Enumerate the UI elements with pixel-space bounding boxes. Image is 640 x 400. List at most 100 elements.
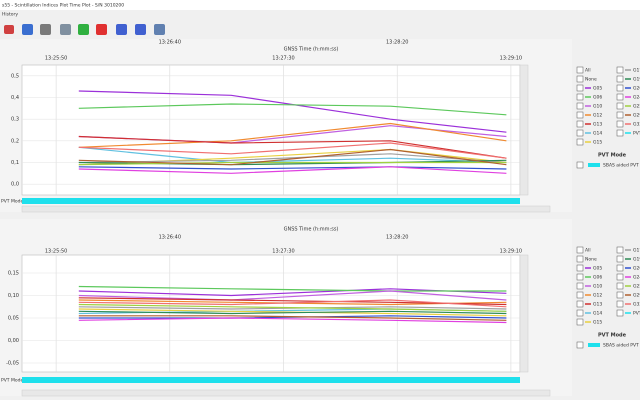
series-line	[78, 315, 507, 321]
pvt-mode-title: PVT Mode	[598, 333, 627, 339]
x-tick-label: 13:26:40	[159, 235, 181, 241]
series-line	[78, 161, 507, 166]
x-tick-label: 13:28:20	[386, 40, 408, 46]
pvt-swatch	[588, 163, 600, 167]
legend-label: G10	[593, 284, 602, 290]
title-bar	[0, 0, 640, 10]
legend-checkbox[interactable]	[576, 282, 584, 290]
legend-checkbox[interactable]	[576, 84, 584, 92]
pvt-swatch	[588, 343, 600, 347]
legend-checkbox[interactable]	[576, 255, 584, 263]
x-tick-label: 13:29:10	[500, 249, 522, 255]
y-tick-label: 0,15	[8, 271, 19, 277]
legend-checkbox[interactable]	[616, 120, 624, 128]
pvt-strip	[22, 377, 520, 383]
h-scrollbar[interactable]	[21, 389, 551, 397]
legend-checkbox[interactable]	[616, 309, 624, 317]
legend-label: G15	[593, 320, 602, 326]
legend-checkbox[interactable]	[576, 120, 584, 128]
y-tick-label: 0,1	[11, 160, 19, 166]
x-tick-label: 13:29:10	[500, 56, 522, 62]
toolbar-button[interactable]	[40, 24, 51, 35]
legend-label: G25	[633, 284, 640, 290]
legend-checkbox[interactable]	[616, 129, 624, 137]
pvt-mode-title: PVT Mode	[598, 153, 627, 159]
x-tick-label: 13:27:30	[272, 56, 294, 62]
legend-checkbox[interactable]	[576, 246, 584, 254]
pvt-strip	[22, 198, 520, 204]
toolbar-button[interactable]	[116, 24, 127, 35]
legend-checkbox[interactable]	[616, 93, 624, 101]
menu-item[interactable]: History	[2, 12, 18, 18]
toolbar-button[interactable]	[154, 24, 165, 35]
legend-checkbox[interactable]	[616, 111, 624, 119]
legend-label: G14	[593, 131, 602, 137]
legend-checkbox[interactable]	[576, 75, 584, 83]
plot-area	[21, 64, 521, 196]
legend-label: G13	[593, 122, 602, 128]
series-line	[78, 317, 507, 324]
toolbar-button[interactable]	[96, 24, 107, 35]
legend-checkbox[interactable]	[576, 291, 584, 299]
series-line	[78, 146, 507, 164]
legend-checkbox[interactable]	[616, 84, 624, 92]
y-tick-label: 0,3	[11, 117, 19, 123]
legend-checkbox[interactable]	[576, 341, 584, 349]
legend-checkbox[interactable]	[576, 111, 584, 119]
toolbar-button[interactable]	[60, 24, 71, 35]
legend-checkbox[interactable]	[576, 93, 584, 101]
y-tick-label: 0,2	[11, 138, 19, 144]
y-tick-label: 0,0	[11, 182, 19, 188]
scrollbar[interactable]	[519, 254, 529, 373]
legend-checkbox[interactable]	[576, 129, 584, 137]
legend-label: None	[585, 257, 597, 263]
legend-checkbox[interactable]	[576, 161, 584, 169]
legend-label: All	[585, 68, 591, 74]
series-line	[78, 285, 507, 292]
legend-checkbox[interactable]	[576, 300, 584, 308]
legend-checkbox[interactable]	[576, 66, 584, 74]
scrollbar[interactable]	[519, 64, 529, 196]
series-line	[78, 166, 507, 170]
legend-label: G17	[633, 68, 640, 74]
legend-checkbox[interactable]	[576, 264, 584, 272]
legend-checkbox[interactable]	[576, 138, 584, 146]
legend-checkbox[interactable]	[616, 75, 624, 83]
legend-label: All	[585, 248, 591, 254]
legend-checkbox[interactable]	[616, 273, 624, 281]
legend-label: G20	[633, 266, 640, 272]
legend-checkbox[interactable]	[576, 102, 584, 110]
legend-checkbox[interactable]	[616, 246, 624, 254]
legend-label: G05	[593, 266, 602, 272]
legend-checkbox[interactable]	[616, 264, 624, 272]
legend-checkbox[interactable]	[576, 318, 584, 326]
series-line	[78, 166, 507, 174]
toolbar-button[interactable]	[78, 24, 89, 35]
legend-checkbox[interactable]	[616, 282, 624, 290]
legend-checkbox[interactable]	[576, 273, 584, 281]
series-line	[78, 148, 507, 166]
x-tick-label: 13:27:30	[272, 249, 294, 255]
legend-checkbox[interactable]	[616, 300, 624, 308]
pvt-mode-item: SBAS aided PVT	[603, 343, 639, 349]
legend-label: G19	[633, 257, 640, 263]
y-tick-label: 0,05	[8, 316, 19, 322]
legend-label: G24	[633, 275, 640, 281]
legend-label: None	[585, 77, 597, 83]
legend-checkbox[interactable]	[616, 102, 624, 110]
toolbar-button[interactable]	[22, 24, 33, 35]
legend-checkbox[interactable]	[616, 66, 624, 74]
legend-checkbox[interactable]	[576, 309, 584, 317]
toolbar-button[interactable]	[135, 24, 146, 35]
pvt-mode-item: SBAS aided PVT	[603, 163, 639, 169]
y-tick-label: 0,5	[11, 73, 19, 79]
legend-checkbox[interactable]	[616, 291, 624, 299]
series-line	[78, 290, 507, 301]
x-tick-label: 13:25:50	[45, 249, 67, 255]
legend-checkbox[interactable]	[616, 255, 624, 263]
y-tick-label: 0,00	[8, 338, 19, 344]
h-scrollbar[interactable]	[21, 205, 551, 213]
series-line	[78, 90, 507, 133]
toolbar-button[interactable]	[4, 25, 14, 34]
